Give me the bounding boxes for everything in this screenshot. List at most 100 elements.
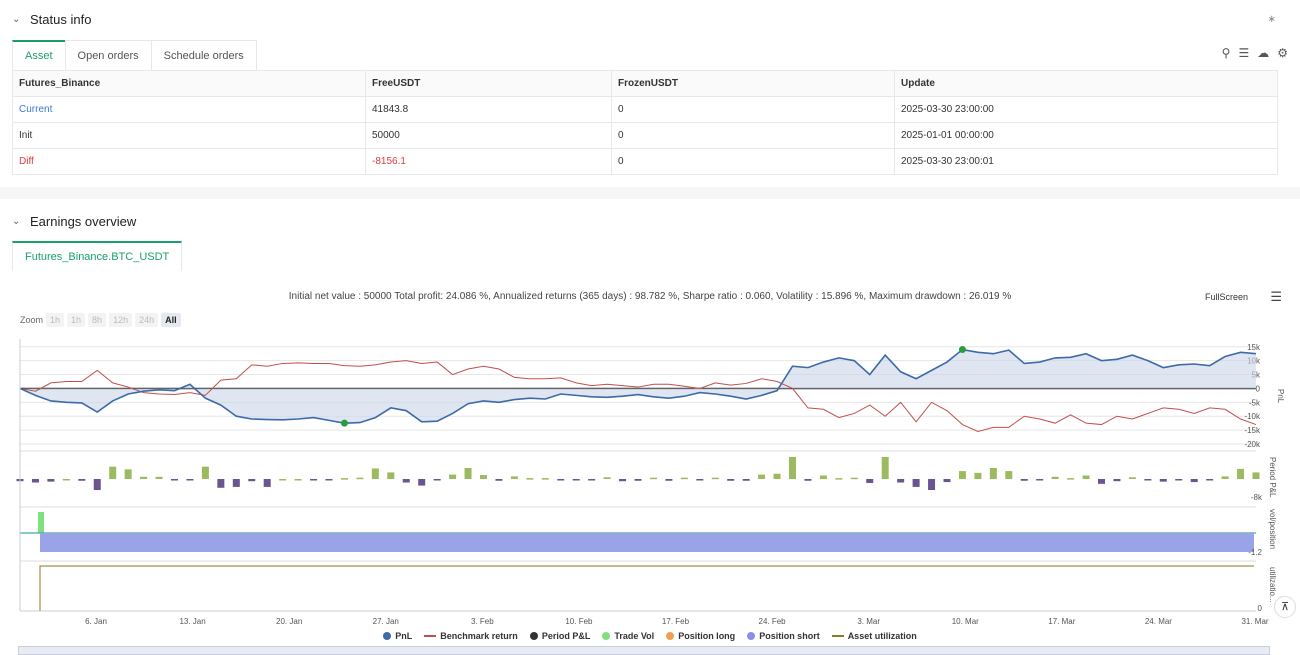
vol-axis-label: vol/position (1268, 509, 1277, 549)
period-pnl-bar (603, 477, 611, 479)
gear-icon[interactable]: ⚙ (1277, 46, 1288, 60)
zoom-button[interactable]: 1h (46, 313, 65, 327)
legend-label: Position long (678, 631, 736, 641)
chart-menu-icon[interactable]: ☰ (1270, 289, 1282, 304)
legend-item[interactable]: Trade Vol (602, 631, 654, 641)
period-axis-label: Period P&L (1268, 457, 1277, 498)
earnings-section-header[interactable]: ⌄ Earnings overview (12, 214, 136, 229)
utilization-line (39, 565, 1254, 611)
row-label: Current (12, 96, 366, 123)
zoom-label: Zoom (20, 315, 44, 325)
period-pnl-bar (201, 466, 209, 479)
period-pnl-bar (1020, 479, 1028, 481)
period-pnl-bar (526, 478, 534, 480)
zoom-button[interactable]: 1h (67, 313, 86, 327)
util-axis-label: utilizatio... (1268, 567, 1277, 603)
period-pnl-bar (140, 476, 148, 479)
period-pnl-bar (480, 475, 487, 479)
period-pnl-bar (680, 477, 688, 480)
period-pnl-bar (1067, 478, 1075, 480)
x-tick-label: 24. Mar (1145, 617, 1172, 626)
zoom-button[interactable]: 24h (135, 313, 159, 327)
x-tick-label: 17. Mar (1048, 617, 1075, 626)
period-pnl-bar (850, 477, 858, 480)
period-pnl-bar (665, 479, 673, 481)
legend-label: Position short (759, 631, 820, 641)
legend-item[interactable]: Asset utilization (831, 631, 917, 641)
tab-schedule-orders[interactable]: Schedule orders (150, 40, 257, 70)
position-short-area (40, 533, 1254, 552)
period-pnl-bar (279, 479, 287, 481)
fullscreen-button[interactable]: FullScreen (1204, 292, 1248, 302)
frozen-cell: 0 (611, 148, 895, 175)
period-pnl-bar (541, 478, 549, 480)
row-label: Init (12, 122, 366, 149)
scroll-to-top-button[interactable]: ⊼ (1274, 596, 1296, 618)
cloud-upload-icon[interactable]: ☁ (1257, 46, 1270, 60)
period-pnl-bar (248, 479, 256, 482)
period-pnl-bar (557, 479, 565, 481)
period-pnl-bar (356, 477, 364, 480)
period-pnl-bar (294, 479, 302, 481)
zoom-button[interactable]: 12h (109, 313, 133, 327)
search-icon[interactable]: ⚲ (1221, 46, 1231, 60)
chevron-down-icon[interactable]: ⌄ (12, 14, 21, 25)
legend-item[interactable]: Period P&L (529, 631, 590, 641)
legend-label: Benchmark return (440, 631, 518, 641)
period-pnl-bar (1175, 479, 1183, 481)
legend-item[interactable]: Position short (747, 631, 820, 641)
column-header: Update (894, 70, 1278, 97)
x-tick-label: 31. Mar (1241, 617, 1268, 626)
period-pnl-bar (1252, 472, 1260, 479)
tab-futures-binance-btc-usdt[interactable]: Futures_Binance.BTC_USDT (12, 241, 183, 271)
legend-item[interactable]: PnL (383, 631, 412, 641)
period-pnl-bar (217, 479, 225, 488)
x-tick-label: 24. Feb (759, 617, 787, 626)
table-row: Diff -8156.1 0 2025-03-30 23:00:01 (12, 148, 1278, 175)
period-pnl-bar (866, 479, 874, 483)
x-tick-label: 20. Jan (276, 617, 302, 626)
chevron-down-icon[interactable]: ⌄ (12, 216, 21, 227)
status-title: Status info (30, 12, 92, 27)
x-tick-label: 6. Jan (85, 617, 107, 626)
tab-open-orders[interactable]: Open orders (64, 40, 152, 70)
legend-marker-icon (666, 632, 675, 640)
period-pnl-bar (1159, 479, 1167, 482)
period-tick-label: -8k (1251, 493, 1263, 502)
status-section-header[interactable]: ⌄ Status info (12, 12, 91, 27)
period-pnl-bar (402, 479, 410, 483)
x-tick-label: 10. Feb (565, 617, 593, 626)
period-pnl-bar (47, 479, 55, 482)
x-tick-label: 13. Jan (179, 617, 205, 626)
period-pnl-bar (696, 479, 704, 481)
x-tick-label: 10. Mar (952, 617, 979, 626)
legend-item[interactable]: Position long (666, 631, 735, 641)
pnl-tick-label: -10k (1244, 412, 1261, 421)
period-pnl-bar (1206, 479, 1214, 481)
navigator-scrollbar[interactable] (18, 646, 1270, 655)
chart-legend: PnL Benchmark return Period P&L Trade Vol Po… (0, 631, 1300, 641)
update-cell: 2025-03-30 23:00:00 (894, 96, 1278, 123)
period-pnl-bar (819, 475, 827, 479)
zoom-button[interactable]: 8h (88, 313, 107, 327)
list-icon[interactable]: ☰ (1238, 46, 1250, 60)
collapse-icon[interactable]: ∗ (1267, 14, 1276, 25)
period-pnl-bar (943, 479, 951, 483)
period-pnl-bar (109, 466, 117, 479)
legend-marker-icon (424, 635, 437, 637)
tab-asset[interactable]: Asset (12, 40, 66, 70)
pnl-area (20, 349, 1256, 424)
zoom-button-all[interactable]: All (161, 313, 181, 327)
period-pnl-bar (711, 477, 719, 480)
period-pnl-bar (464, 468, 472, 479)
period-pnl-bar (510, 476, 518, 479)
x-tick-label: 17. Feb (662, 617, 690, 626)
period-pnl-bar (727, 479, 735, 481)
column-header: FrozenUSDT (611, 70, 895, 97)
legend-item[interactable]: Benchmark return (424, 631, 518, 641)
table-row: Init 50000 0 2025-01-01 00:00:00 (12, 122, 1278, 149)
pnl-tick-label: -15k (1244, 426, 1261, 435)
period-pnl-bar (649, 477, 657, 480)
period-pnl-bar (804, 479, 812, 481)
